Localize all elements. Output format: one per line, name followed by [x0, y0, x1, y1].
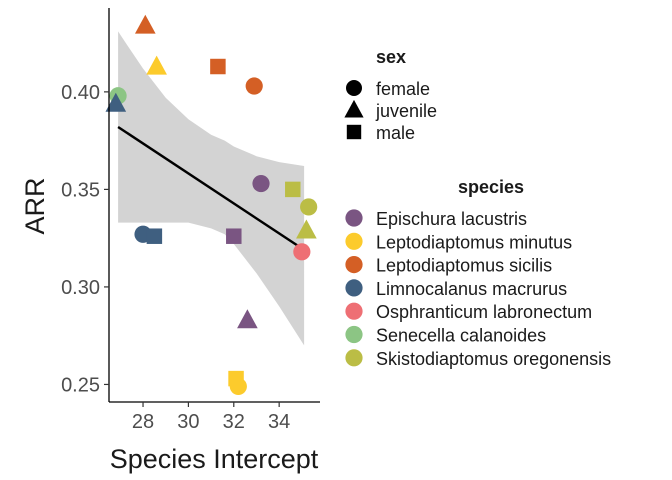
legend-sex-key [346, 124, 362, 140]
x-tick-label: 28 [132, 411, 154, 433]
data-point [146, 55, 167, 75]
legend-species-label: Leptodiaptomus sicilis [376, 256, 552, 276]
regression-line [117, 125, 305, 251]
x-tick-label: 30 [177, 411, 199, 433]
legend-species-label: Limnocalanus macrurus [376, 279, 567, 299]
legend-species-label: Senecella calanoides [376, 326, 546, 346]
data-point [146, 228, 163, 244]
legend-sex-key [344, 99, 364, 118]
y-tick-label: 0.25 [61, 374, 100, 396]
legend-species-label: Epischura lacustris [376, 209, 527, 229]
data-point [210, 58, 226, 75]
data-point [296, 219, 317, 239]
legend-species-label: Osphranticum labronectum [376, 302, 592, 322]
data-point [229, 377, 247, 395]
plot-area [105, 14, 318, 395]
y-tick-label: 0.30 [61, 277, 100, 299]
data-point [293, 243, 311, 261]
data-point [285, 181, 301, 198]
y-axis-title: ARR [20, 177, 50, 234]
data-point [300, 198, 318, 216]
x-axis-title: Species Intercept [110, 444, 319, 474]
x-tick-label: 34 [268, 411, 290, 433]
y-tick-label: 0.40 [61, 82, 100, 104]
legend-species-key [345, 325, 363, 344]
data-point [226, 228, 242, 244]
axis-ticks: 28 30 32 34 0.25 0.30 0.35 0.40 [61, 82, 290, 433]
data-point [252, 174, 270, 193]
data-point [237, 309, 258, 329]
legend-species-title: species [458, 177, 524, 197]
x-tick-label: 32 [223, 411, 245, 433]
legend-species-key [345, 232, 363, 250]
data-point [134, 14, 156, 34]
legend-sex-label: male [376, 123, 415, 143]
legend-species-key [345, 256, 363, 274]
legend-species-key [345, 349, 363, 367]
data-point [245, 77, 263, 95]
legend-species-key [345, 209, 363, 227]
legend-sex-label: juvenile [375, 101, 437, 121]
data-point [105, 92, 127, 112]
legend-sex-title: sex [376, 47, 406, 67]
legend-sex-key [346, 80, 362, 96]
legend-species-key [345, 302, 363, 320]
legend-species-label: Skistodiaptomus oregonensis [376, 349, 611, 369]
y-tick-label: 0.35 [61, 179, 100, 201]
legend-sex-label: female [376, 79, 430, 99]
legend-species-key [345, 279, 363, 297]
legend-species: species Epischura lacustris Leptodiaptomu… [345, 177, 611, 369]
legend-species-label: Leptodiaptomus minutus [376, 232, 572, 252]
